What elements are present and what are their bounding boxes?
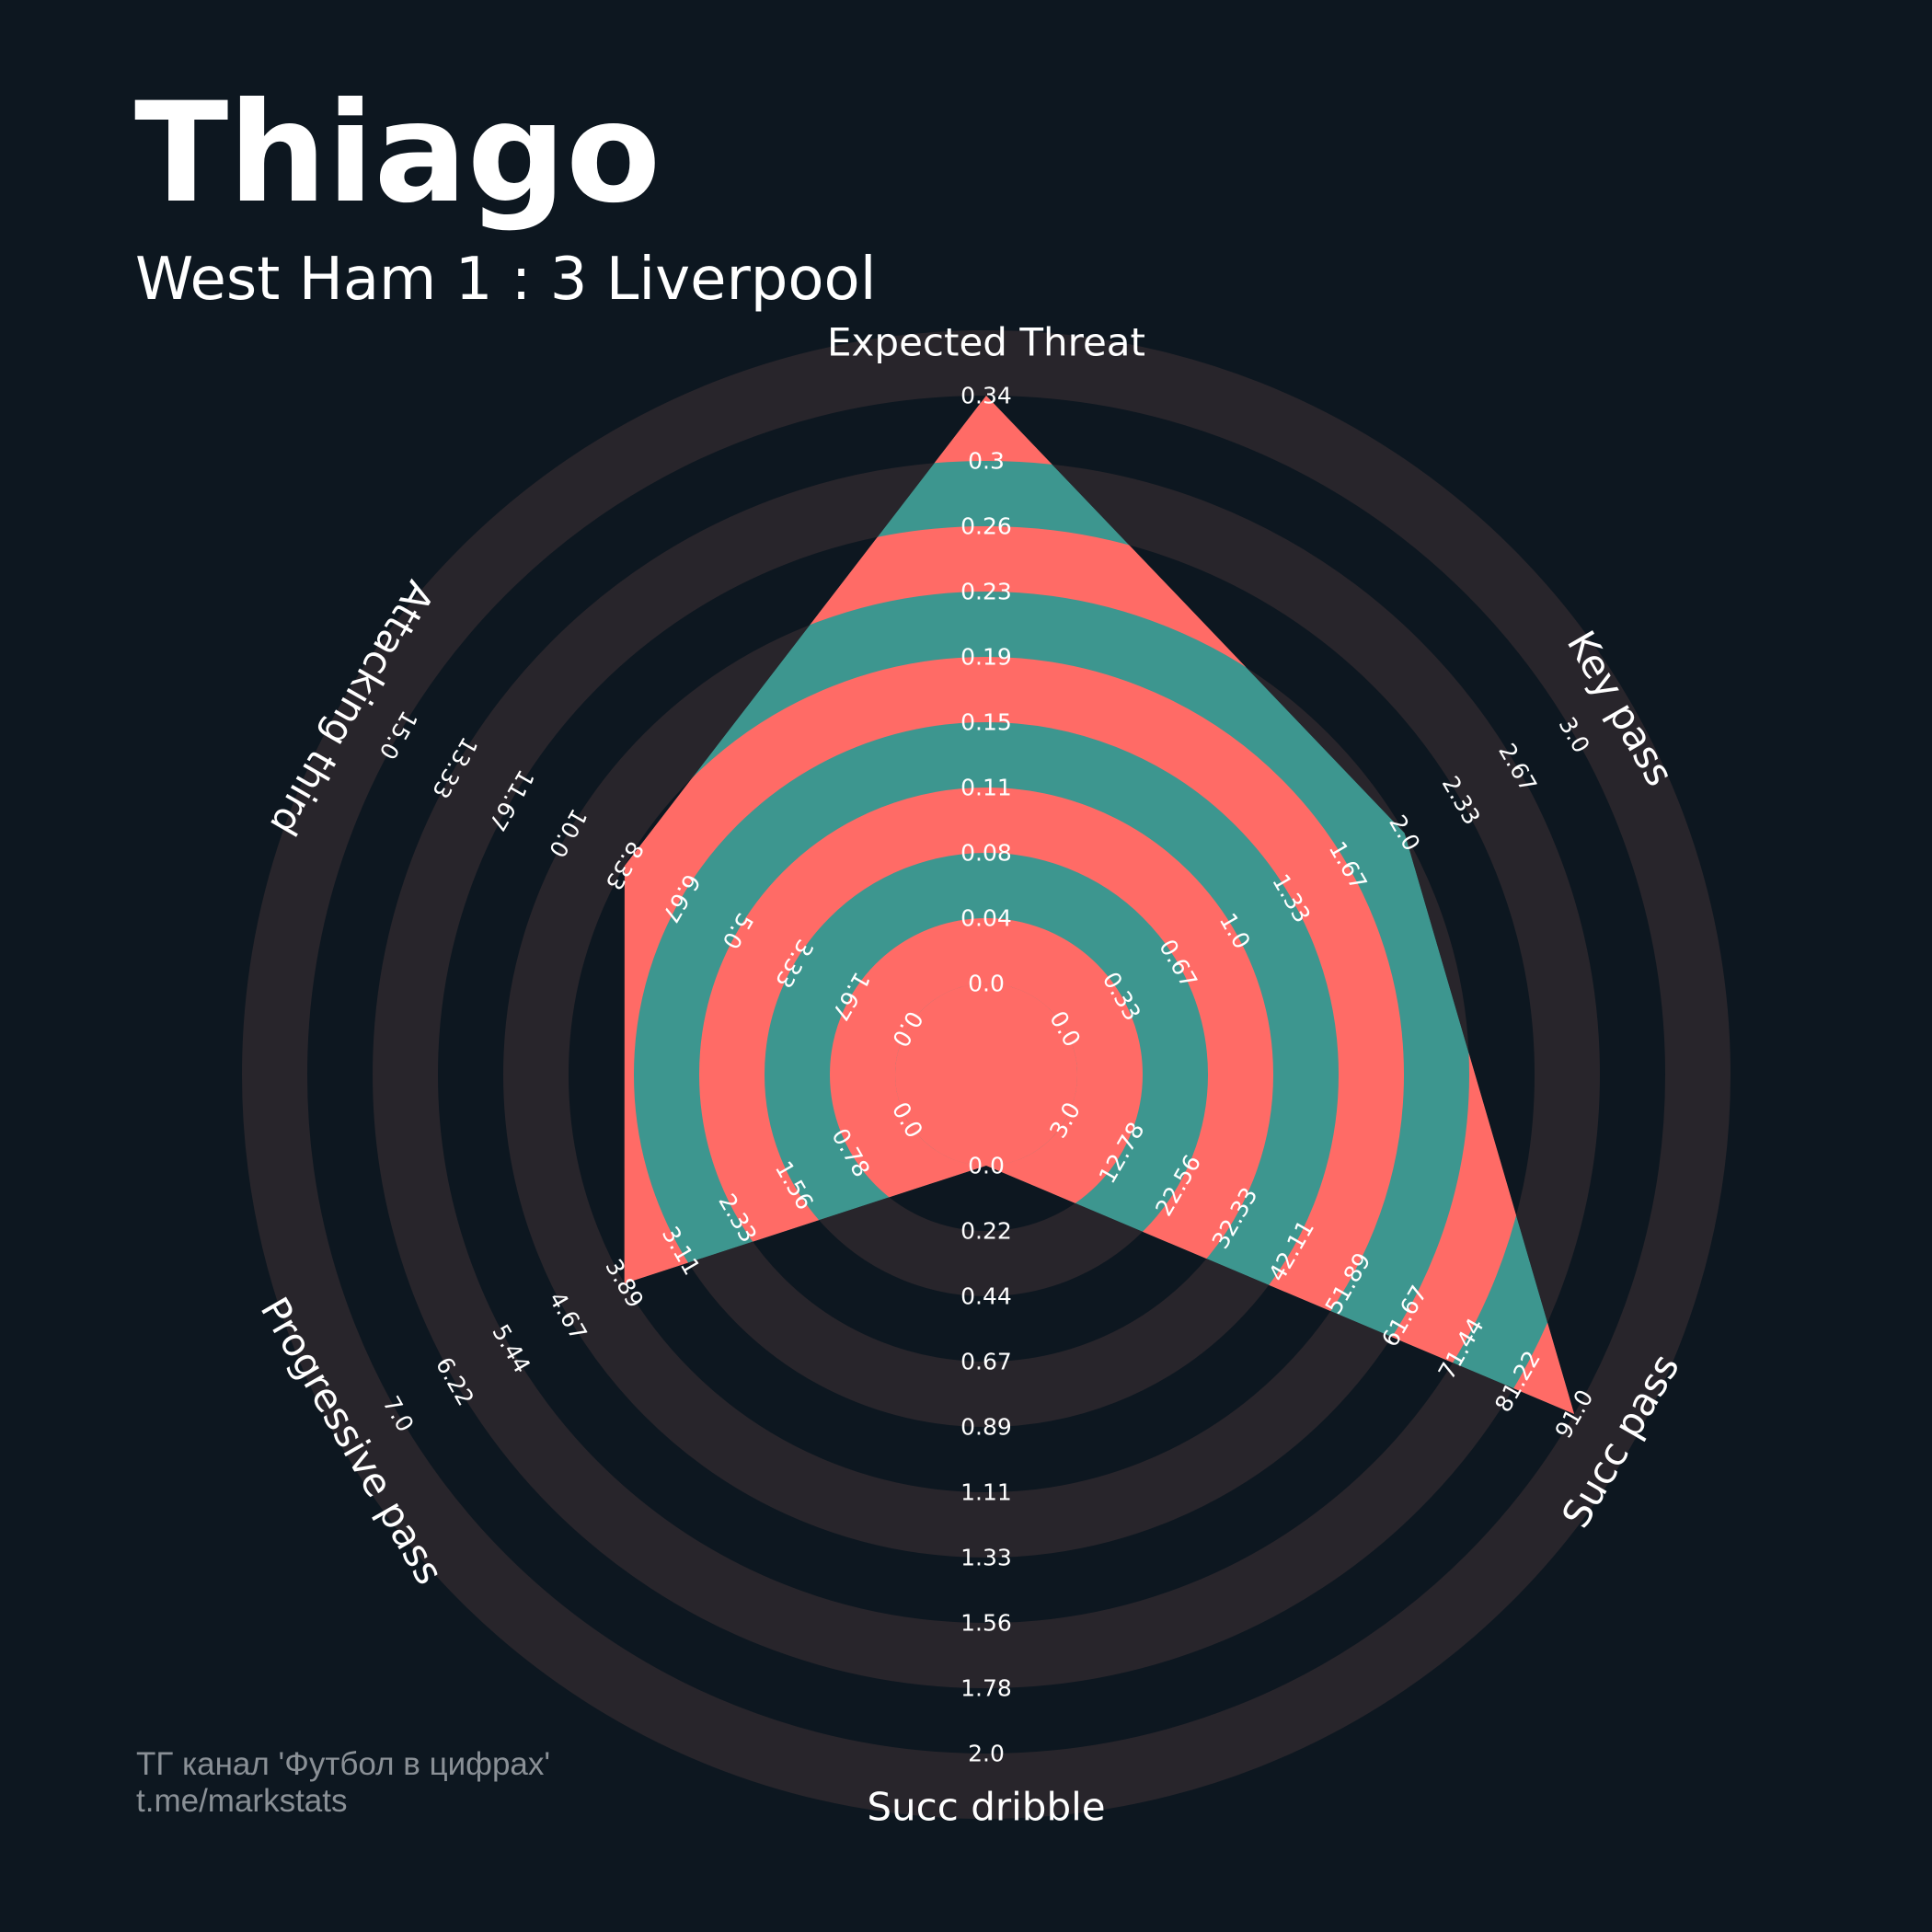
tick-label: 0.67 [960,1349,1012,1375]
footer-link: t.me/markstats [136,1783,348,1819]
tick-label: 0.34 [960,383,1012,409]
footer-channel: ТГ канал 'Футбол в цифрах' [136,1746,551,1782]
tick-label: 0.22 [960,1218,1012,1245]
tick-label: 1.33 [960,1545,1012,1571]
radar-band [624,657,1404,1414]
tick-label: 0.0 [968,1153,1005,1179]
tick-label: 0.23 [960,579,1012,605]
tick-label: 0.19 [960,644,1012,671]
tick-label: 0.08 [960,840,1012,867]
tick-label: 1.56 [960,1610,1012,1637]
tick-label: 2.0 [968,1741,1005,1767]
tick-label: 0.0 [968,971,1005,997]
param-label: Succ dribble [867,1785,1105,1830]
radar-band [624,396,1575,1414]
tick-label: 0.44 [960,1283,1012,1310]
tick-label: 0.15 [960,709,1012,736]
page-title: Thiago [134,74,661,234]
tick-label: 0.11 [960,775,1012,801]
param-label: Expected Threat [827,320,1145,365]
footer-credit: ТГ канал 'Футбол в цифрах' t.me/markstat… [136,1746,550,1820]
tick-label: 1.11 [960,1479,1012,1506]
ring-band [242,330,1731,1819]
radar-center [895,983,1077,1166]
tick-label: 0.89 [960,1414,1012,1441]
tick-label: 0.04 [960,905,1012,932]
match-subtitle: West Ham 1 : 3 Liverpool [135,246,877,314]
tick-label: 1.78 [960,1675,1012,1702]
tick-label: 0.3 [968,448,1005,475]
tick-label: 0.26 [960,513,1012,540]
